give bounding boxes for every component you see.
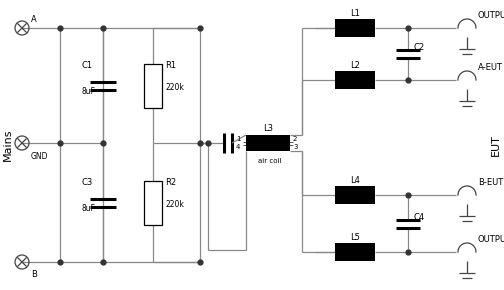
Text: C4: C4 bbox=[413, 213, 424, 222]
Text: R1: R1 bbox=[165, 61, 176, 70]
Text: C3: C3 bbox=[81, 178, 92, 187]
Text: OUTPUT-B: OUTPUT-B bbox=[478, 235, 504, 244]
Text: 8uF: 8uF bbox=[81, 87, 95, 96]
Text: L3: L3 bbox=[263, 124, 273, 133]
Text: C1: C1 bbox=[81, 61, 92, 70]
Bar bbox=[144, 64, 162, 108]
Text: EUT: EUT bbox=[491, 134, 501, 156]
Text: 4: 4 bbox=[236, 144, 240, 150]
Text: A: A bbox=[31, 15, 37, 24]
Text: GND: GND bbox=[31, 152, 48, 161]
Bar bbox=[246, 141, 290, 151]
Text: 3: 3 bbox=[293, 144, 297, 150]
Text: 2: 2 bbox=[293, 136, 297, 142]
Text: 8uF: 8uF bbox=[81, 204, 95, 213]
Bar bbox=[246, 135, 290, 145]
Text: Mains: Mains bbox=[3, 129, 13, 161]
Text: 220k: 220k bbox=[165, 83, 184, 92]
Text: C2: C2 bbox=[413, 43, 424, 52]
Text: air coil: air coil bbox=[258, 158, 282, 164]
Text: 220k: 220k bbox=[165, 200, 184, 209]
Text: B-EUT: B-EUT bbox=[478, 178, 503, 187]
Text: R2: R2 bbox=[165, 178, 176, 187]
Text: L1: L1 bbox=[350, 9, 360, 18]
Bar bbox=[335, 71, 375, 89]
Bar bbox=[335, 186, 375, 204]
Bar bbox=[335, 243, 375, 261]
Text: OUTPUT-A: OUTPUT-A bbox=[478, 11, 504, 20]
Text: A-EUT: A-EUT bbox=[478, 63, 503, 72]
Bar bbox=[144, 181, 162, 225]
Text: L5: L5 bbox=[350, 233, 360, 242]
Text: B: B bbox=[31, 270, 37, 279]
Text: L2: L2 bbox=[350, 61, 360, 70]
Text: L4: L4 bbox=[350, 176, 360, 185]
Text: 1: 1 bbox=[236, 136, 240, 142]
Bar bbox=[335, 19, 375, 37]
